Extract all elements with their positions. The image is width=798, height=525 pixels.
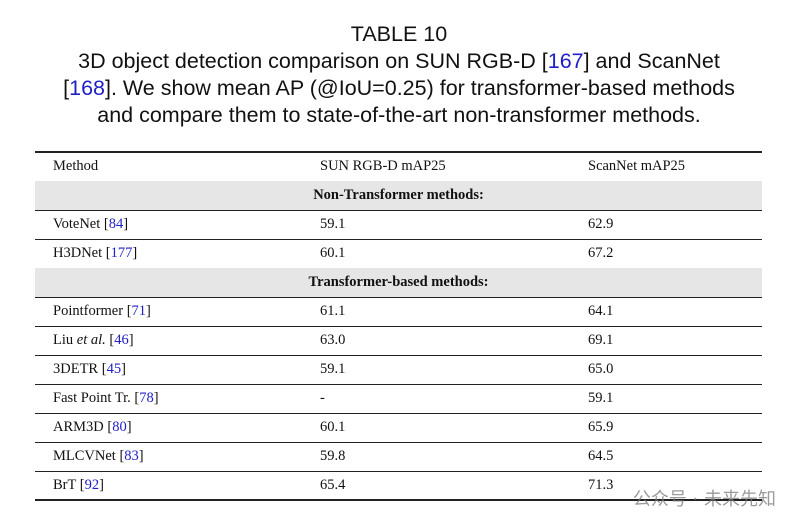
method-cell: MLCVNet [83] [53, 442, 144, 471]
reference: 84 [108, 216, 124, 232]
caption-text: and compare them to state-of-the-art non… [97, 103, 701, 127]
method-text: ARM3D [ [53, 419, 113, 435]
row-rule [35, 238, 762, 240]
header-cell: ScanNet mAP25 [588, 158, 686, 174]
method-text: ] [138, 448, 144, 464]
header-cell: SUN RGB-D mAP25 [320, 158, 446, 174]
top-rule [35, 151, 762, 153]
reference: 46 [114, 332, 129, 348]
reference: 80 [112, 419, 127, 435]
row-rule [35, 383, 762, 385]
row-rule [35, 441, 762, 443]
scannet-cell: 64.1 [588, 303, 614, 319]
row-rule [35, 296, 762, 298]
caption-line: [168]. We show mean AP (@IoU=0.25) for t… [0, 76, 798, 101]
method-cell: VoteNet [84] [53, 210, 128, 239]
method-cell: BrT [92] [53, 471, 104, 500]
sun-cell: - [320, 390, 325, 406]
caption-text: ]. We show mean AP (@IoU=0.25) for trans… [104, 76, 735, 100]
method-cell: H3DNet [177] [53, 239, 137, 268]
method-text: Pointformer [ [53, 303, 132, 319]
sun-cell: 59.1 [320, 216, 346, 232]
watermark: 公众号 · 未来先知 [632, 489, 776, 510]
method-cell: Pointformer [71] [53, 297, 151, 326]
method-text: Fast Point Tr. [ [53, 390, 140, 406]
caption-line: and compare them to state-of-the-art non… [0, 103, 798, 128]
caption-line: 3D object detection comparison on SUN RG… [0, 49, 798, 74]
method-text: VoteNet [ [53, 216, 109, 232]
reference: 92 [84, 477, 100, 493]
method-text: ] [99, 477, 104, 493]
scannet-cell: 69.1 [588, 332, 614, 348]
method-text: MLCVNet [ [53, 448, 125, 464]
scannet-cell: 67.2 [588, 245, 614, 261]
sun-cell: 59.8 [320, 448, 346, 464]
method-text: ] [126, 419, 132, 435]
method-text: ] [132, 245, 138, 261]
group-band [35, 268, 762, 297]
header-cell: Method [53, 158, 99, 174]
method-cell: ARM3D [80] [53, 413, 132, 442]
method-text: ] [153, 390, 159, 406]
method-text: BrT [ [53, 477, 85, 493]
sun-cell: 65.4 [320, 477, 346, 493]
reference: 71 [131, 303, 147, 319]
scannet-cell: 65.9 [588, 419, 614, 435]
scannet-cell: 65.0 [588, 361, 614, 377]
method-text: ] [128, 332, 134, 348]
scannet-cell: 71.3 [588, 477, 614, 493]
reference: 167 [547, 49, 584, 73]
sun-cell: 61.1 [320, 303, 346, 319]
scannet-cell: 59.1 [588, 390, 614, 406]
reference: 78 [139, 390, 154, 406]
sun-cell: 60.1 [320, 419, 346, 435]
sun-cell: 60.1 [320, 245, 346, 261]
row-rule [35, 412, 762, 414]
method-cell: Liu et al. [46] [53, 326, 134, 355]
caption-text: 3D object detection comparison on SUN RG… [78, 49, 548, 73]
method-text: [ [105, 332, 115, 348]
reference: 83 [124, 448, 139, 464]
group-band [35, 181, 762, 210]
method-text: H3DNet [ [53, 245, 111, 261]
method-cell: 3DETR [45] [53, 355, 126, 384]
sun-cell: 63.0 [320, 332, 346, 348]
method-text: et al. [76, 332, 106, 348]
reference: 45 [106, 361, 122, 377]
method-text: Liu [53, 332, 77, 348]
bottom-rule [35, 499, 762, 501]
method-cell: Fast Point Tr. [78] [53, 384, 159, 413]
group-label: Non-Transformer methods: [313, 187, 484, 203]
row-rule [35, 325, 762, 327]
scannet-cell: 62.9 [588, 216, 614, 232]
sun-cell: 59.1 [320, 361, 346, 377]
scannet-cell: 64.5 [588, 448, 614, 464]
caption-text: ] and ScanNet [583, 49, 720, 73]
row-rule [35, 470, 762, 472]
caption-text: [ [63, 76, 70, 100]
row-rule [35, 209, 762, 211]
method-text: ] [146, 303, 151, 319]
table-label: TABLE 10 [350, 22, 448, 46]
method-text: ] [123, 216, 129, 232]
group-label: Transformer-based methods: [308, 274, 489, 290]
method-text: 3DETR [ [53, 361, 107, 377]
row-rule [35, 354, 762, 356]
reference: 177 [110, 245, 133, 261]
method-text: ] [121, 361, 126, 377]
reference: 168 [69, 76, 105, 100]
